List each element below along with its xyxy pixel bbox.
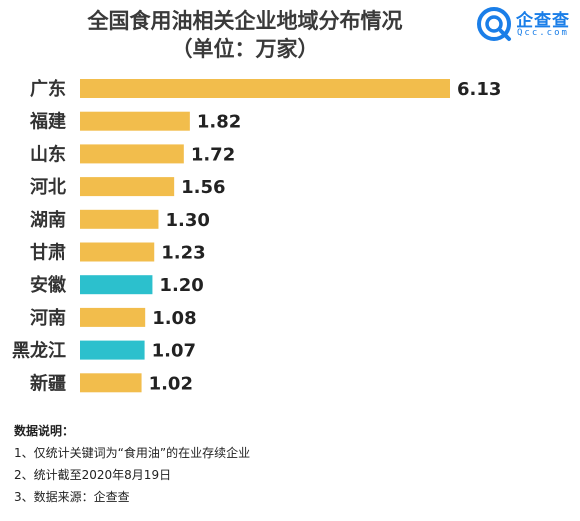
value-label: 1.08 <box>152 308 196 329</box>
note-item: 3、数据来源：企查查 <box>14 490 130 504</box>
bar <box>80 177 175 197</box>
bar <box>80 144 184 164</box>
bar-chart: 广东 6.13 福建 1.82 山东 1.72 河北 1.56 湖南 1.30 甘肃 1.23 安徽 1.… <box>12 78 501 394</box>
value-label: 1.72 <box>191 144 235 165</box>
category-label: 甘肃 <box>30 242 66 264</box>
category-label: 河南 <box>30 307 66 329</box>
value-label: 1.23 <box>161 243 205 264</box>
value-label: 1.30 <box>165 210 209 231</box>
notes-heading: 数据说明： <box>14 424 75 438</box>
bar <box>80 340 145 360</box>
note-item: 2、统计截至2020年8月19日 <box>14 468 172 482</box>
value-label: 1.82 <box>197 112 241 133</box>
chart-subtitle: （单位：万家） <box>171 37 319 61</box>
category-label: 河北 <box>30 177 66 198</box>
logo-text: 企查查 <box>516 11 570 31</box>
value-label: 1.20 <box>159 275 203 296</box>
bar <box>80 373 142 393</box>
bar <box>80 242 155 262</box>
note-item: 1、仅统计关键词为“食用油”的在业存续企业 <box>14 446 251 460</box>
category-label: 新疆 <box>30 372 66 394</box>
value-label: 6.13 <box>457 79 501 100</box>
bar <box>80 209 159 229</box>
category-label: 湖南 <box>30 209 66 231</box>
bar <box>80 111 190 131</box>
bar <box>80 275 153 295</box>
chart-title: 全国食用油相关企业地域分布情况 <box>87 9 403 33</box>
category-label: 安徽 <box>30 274 67 296</box>
bar <box>80 307 146 327</box>
logo-domain: Qcc.com <box>517 28 569 38</box>
category-label: 广东 <box>30 78 66 100</box>
qcc-logo-icon <box>477 7 511 41</box>
data-notes: 数据说明： 1、仅统计关键词为“食用油”的在业存续企业 2、统计截至2020年8… <box>14 420 250 508</box>
bar <box>80 79 450 98</box>
value-label: 1.07 <box>152 341 196 362</box>
brand-logo: 企查查 Qcc.com <box>476 4 580 44</box>
value-label: 1.02 <box>149 373 193 394</box>
category-label: 黑龙江 <box>12 340 66 362</box>
category-label: 福建 <box>29 111 66 133</box>
value-label: 1.56 <box>181 177 225 198</box>
category-label: 山东 <box>30 143 66 165</box>
